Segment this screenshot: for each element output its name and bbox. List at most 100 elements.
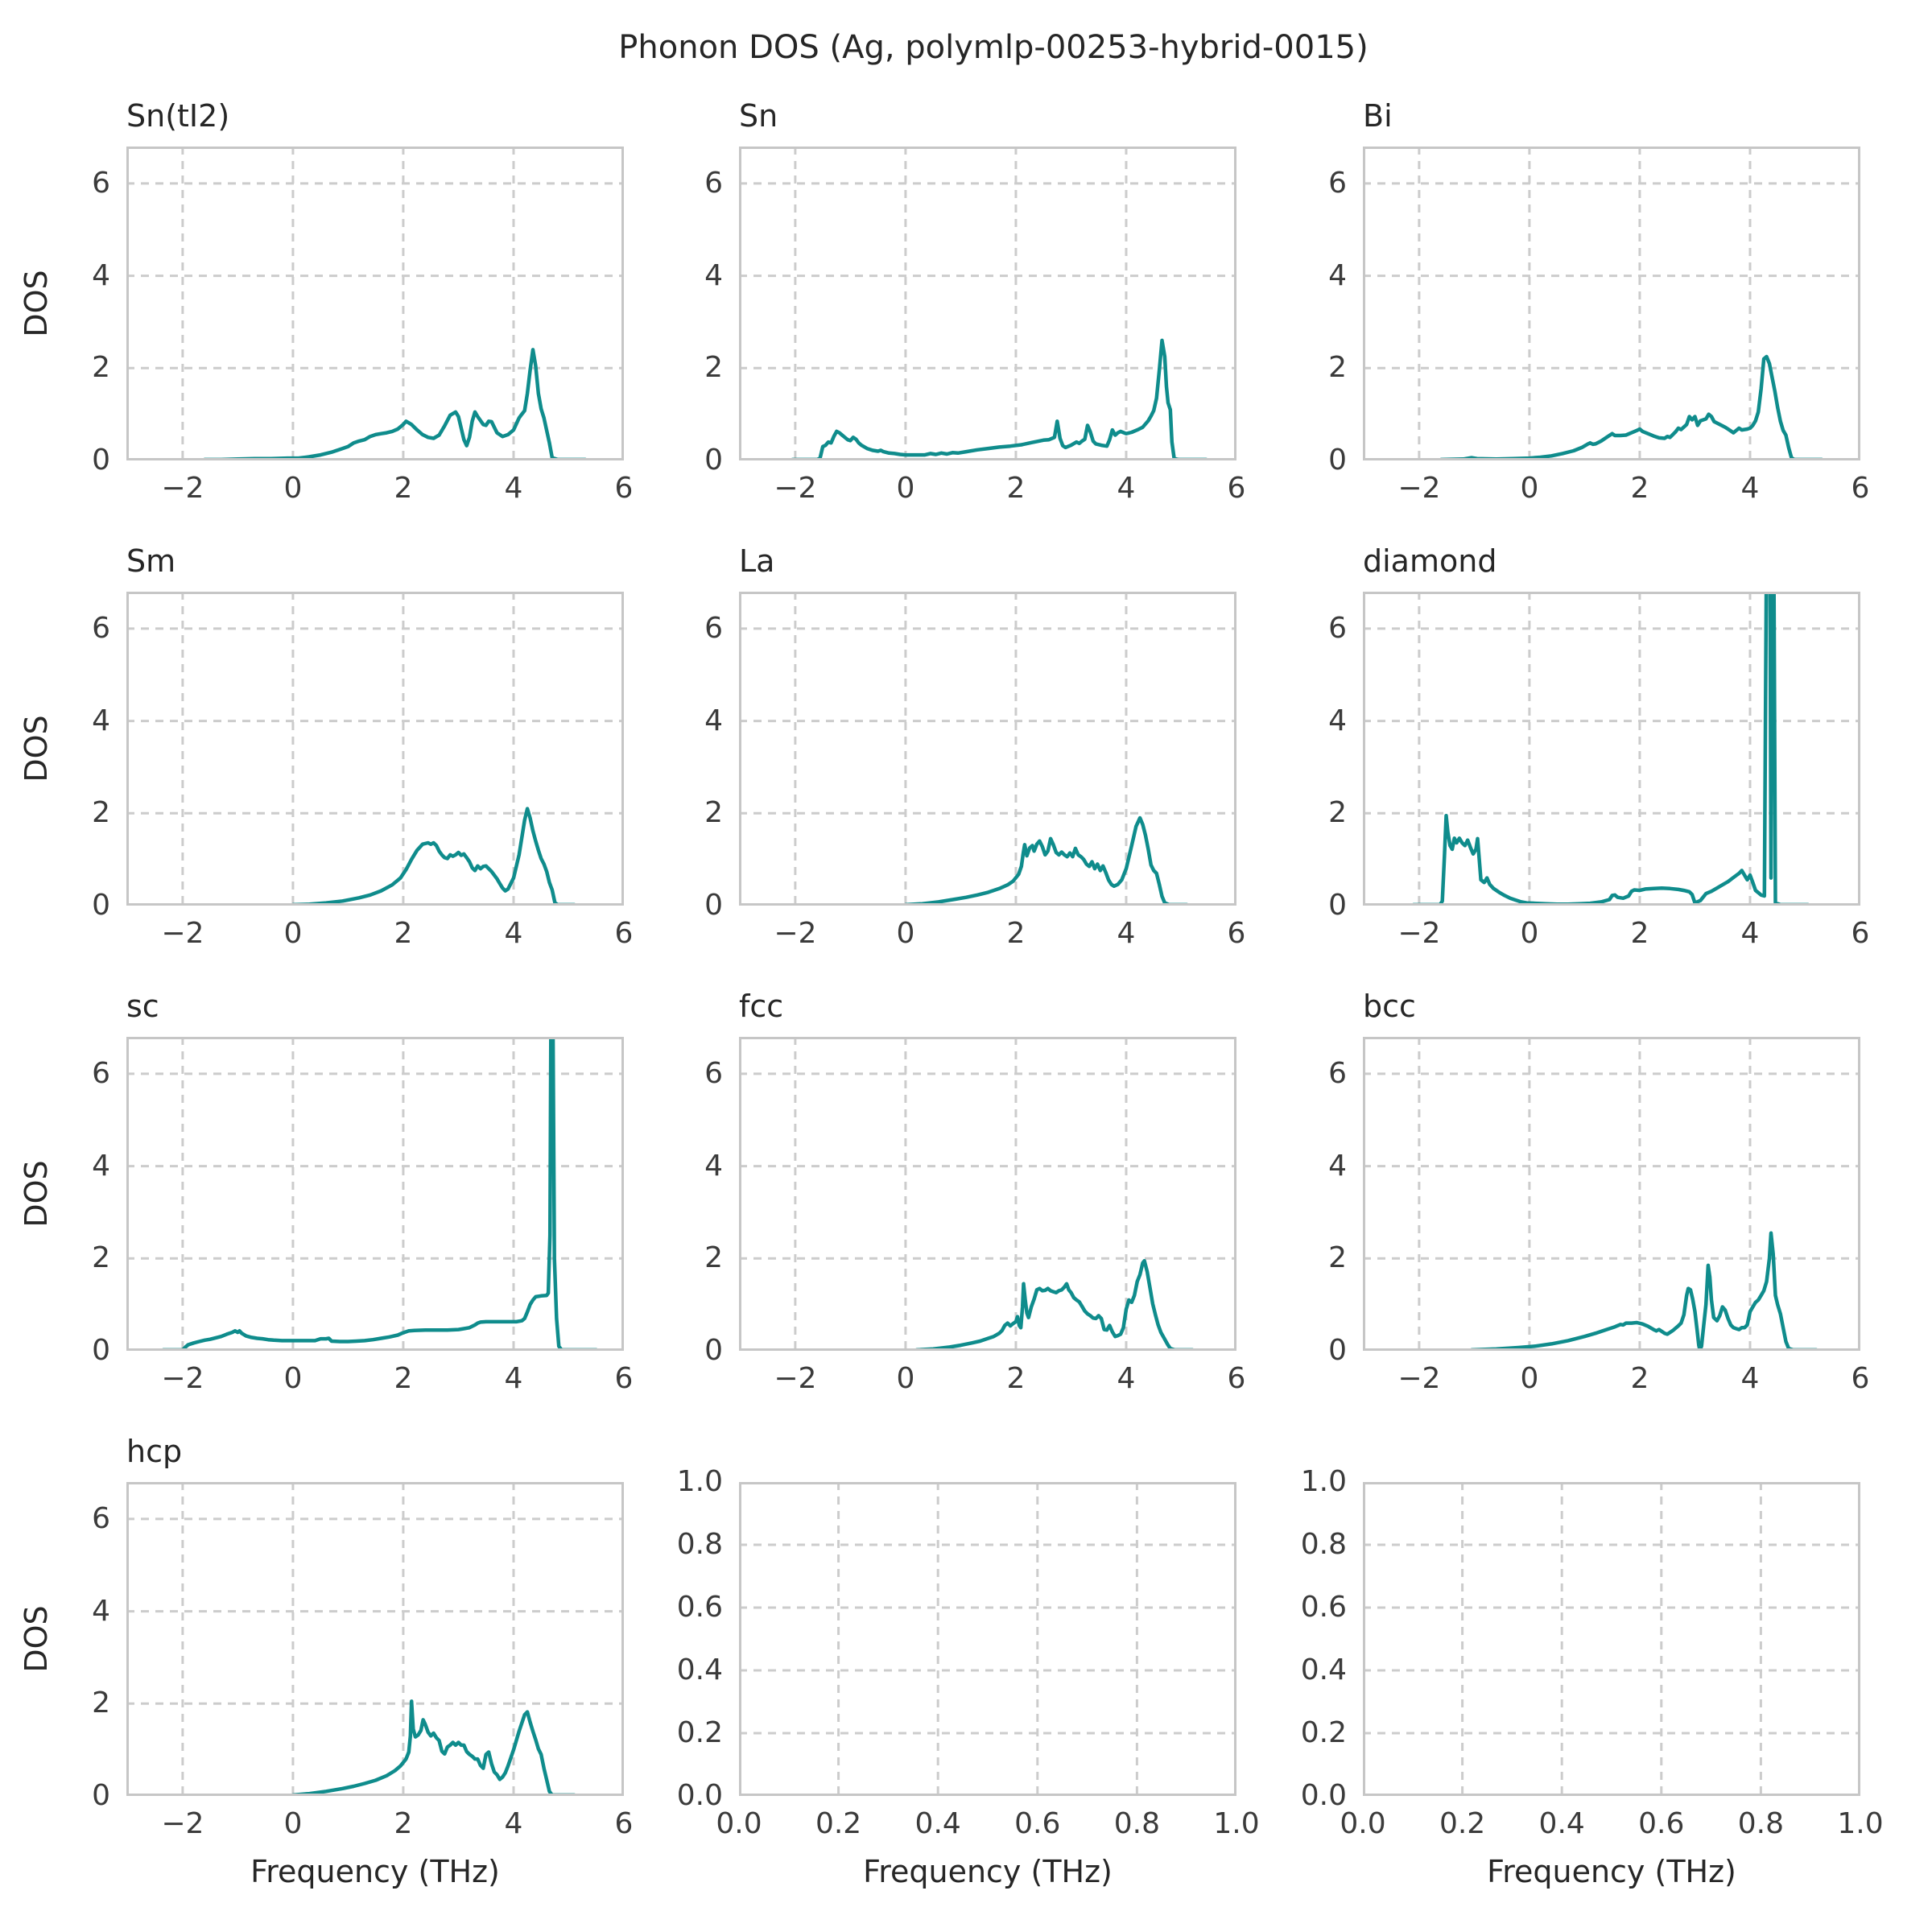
y-tick-label: 6	[92, 166, 110, 200]
x-tick-label: 6	[614, 917, 634, 950]
y-tick-label: 6	[1328, 1056, 1347, 1090]
subplot-title-sn-ti2-: Sn(tI2)	[126, 98, 230, 134]
plot-background	[126, 1037, 624, 1351]
x-tick-label: 2	[394, 1807, 413, 1840]
x-tick-label: 0	[1520, 1362, 1539, 1395]
y-tick-label: 1.0	[676, 1465, 723, 1498]
y-tick-label: 0	[704, 444, 723, 477]
x-tick-label: 0.6	[1014, 1807, 1061, 1840]
y-tick-label: 0.6	[676, 1591, 723, 1624]
x-tick-label: 2	[394, 917, 413, 950]
y-tick-label: 0	[92, 1779, 110, 1812]
subplot-title-sn: Sn	[739, 98, 778, 134]
y-tick-label: 0	[92, 889, 110, 922]
dos-curve-sn-ti2-	[203, 348, 588, 460]
x-tick-label: 0	[283, 472, 303, 505]
x-tick-label: 4	[504, 1362, 523, 1395]
y-tick-label: 0.8	[676, 1528, 723, 1561]
y-tick-label: 0.4	[676, 1653, 723, 1686]
y-tick-label: 0.8	[1300, 1528, 1347, 1561]
x-tick-label: 2	[1630, 917, 1649, 950]
plot-background	[739, 1037, 1236, 1351]
x-tick-label: 0	[283, 1807, 303, 1840]
y-tick-label: 4	[92, 1149, 110, 1183]
x-tick-label: 0	[1520, 472, 1539, 505]
x-tick-label: 6	[1227, 472, 1246, 505]
y-axis-label: DOS	[19, 1160, 54, 1228]
x-tick-label: 4	[504, 1807, 523, 1840]
x-tick-label: 4	[1117, 917, 1136, 950]
x-tick-label: 2	[394, 472, 413, 505]
y-tick-label: 0	[92, 444, 110, 477]
plot-frame	[126, 1037, 624, 1351]
x-tick-label: 2	[1630, 1362, 1649, 1395]
subplot-title-sc: sc	[126, 989, 159, 1024]
y-tick-label: 6	[704, 166, 723, 200]
plot-frame	[739, 147, 1236, 460]
y-tick-label: 4	[1328, 704, 1347, 737]
y-tick-label: 4	[704, 704, 723, 737]
y-tick-label: 4	[704, 1149, 723, 1183]
plot-frame	[1363, 147, 1860, 460]
x-tick-label: 6	[1851, 1362, 1870, 1395]
y-tick-label: 0	[1328, 889, 1347, 922]
x-tick-label: 2	[394, 1362, 413, 1395]
plot-frame	[126, 147, 624, 460]
y-axis-label: DOS	[19, 715, 54, 782]
subplot-title-la: La	[739, 543, 775, 579]
plot-frame	[1363, 1482, 1860, 1796]
y-axis-label: DOS	[19, 270, 54, 337]
x-axis-label: Frequency (THz)	[250, 1854, 500, 1889]
x-tick-label: 4	[1117, 472, 1136, 505]
subplot-title-sm: Sm	[126, 543, 176, 579]
plot-area-sm	[126, 592, 624, 906]
y-tick-label: 0	[1328, 444, 1347, 477]
dos-curve-bi	[1439, 354, 1824, 460]
y-tick-label: 0.4	[1300, 1653, 1347, 1686]
x-tick-label: −2	[774, 917, 817, 950]
x-axis-label: Frequency (THz)	[863, 1854, 1113, 1889]
y-tick-label: 2	[92, 1241, 110, 1275]
dos-curve-hcp	[291, 1699, 576, 1796]
y-tick-label: 4	[92, 704, 110, 737]
x-tick-label: 0	[896, 1362, 915, 1395]
plot-background	[1363, 1037, 1860, 1351]
y-tick-label: 2	[92, 1686, 110, 1720]
plot-frame	[126, 1482, 624, 1796]
plot-background	[739, 592, 1236, 906]
x-tick-label: −2	[161, 472, 204, 505]
dos-curve-sn	[791, 338, 1208, 460]
x-tick-label: 4	[1740, 472, 1760, 505]
x-tick-label: 0.8	[1737, 1807, 1785, 1840]
x-tick-label: 0.4	[914, 1807, 961, 1840]
x-tick-label: 4	[504, 472, 523, 505]
x-tick-label: −2	[1397, 472, 1441, 505]
y-tick-label: 4	[704, 258, 723, 292]
x-tick-label: 0.8	[1113, 1807, 1161, 1840]
x-tick-label: 0	[283, 1362, 303, 1395]
plot-frame	[739, 1037, 1236, 1351]
x-axis-label: Frequency (THz)	[1487, 1854, 1736, 1889]
y-tick-label: 0	[92, 1334, 110, 1367]
x-tick-label: 2	[1006, 472, 1026, 505]
y-tick-label: 2	[1328, 351, 1347, 385]
y-tick-label: 4	[1328, 258, 1347, 292]
plot-frame	[739, 592, 1236, 906]
plot-area-empty-10	[739, 1482, 1236, 1796]
plot-area-fcc	[739, 1037, 1236, 1351]
x-tick-label: 6	[614, 472, 634, 505]
dos-curve-bcc	[1469, 1231, 1818, 1351]
plot-frame	[1363, 1037, 1860, 1351]
plot-frame	[739, 1482, 1236, 1796]
y-tick-label: 6	[704, 1056, 723, 1090]
x-tick-label: 6	[1227, 1362, 1246, 1395]
y-tick-label: 6	[92, 1501, 110, 1535]
y-tick-label: 0	[1328, 1334, 1347, 1367]
figure-title: Phonon DOS (Ag, polymlp-00253-hybrid-001…	[618, 29, 1368, 66]
x-tick-label: 0.0	[716, 1807, 762, 1840]
plot-area-bcc	[1363, 1037, 1860, 1351]
plot-area-sn-ti2-	[126, 147, 624, 460]
x-tick-label: 6	[1227, 917, 1246, 950]
subplot-title-bcc: bcc	[1363, 989, 1416, 1024]
y-tick-label: 0.0	[676, 1779, 723, 1812]
